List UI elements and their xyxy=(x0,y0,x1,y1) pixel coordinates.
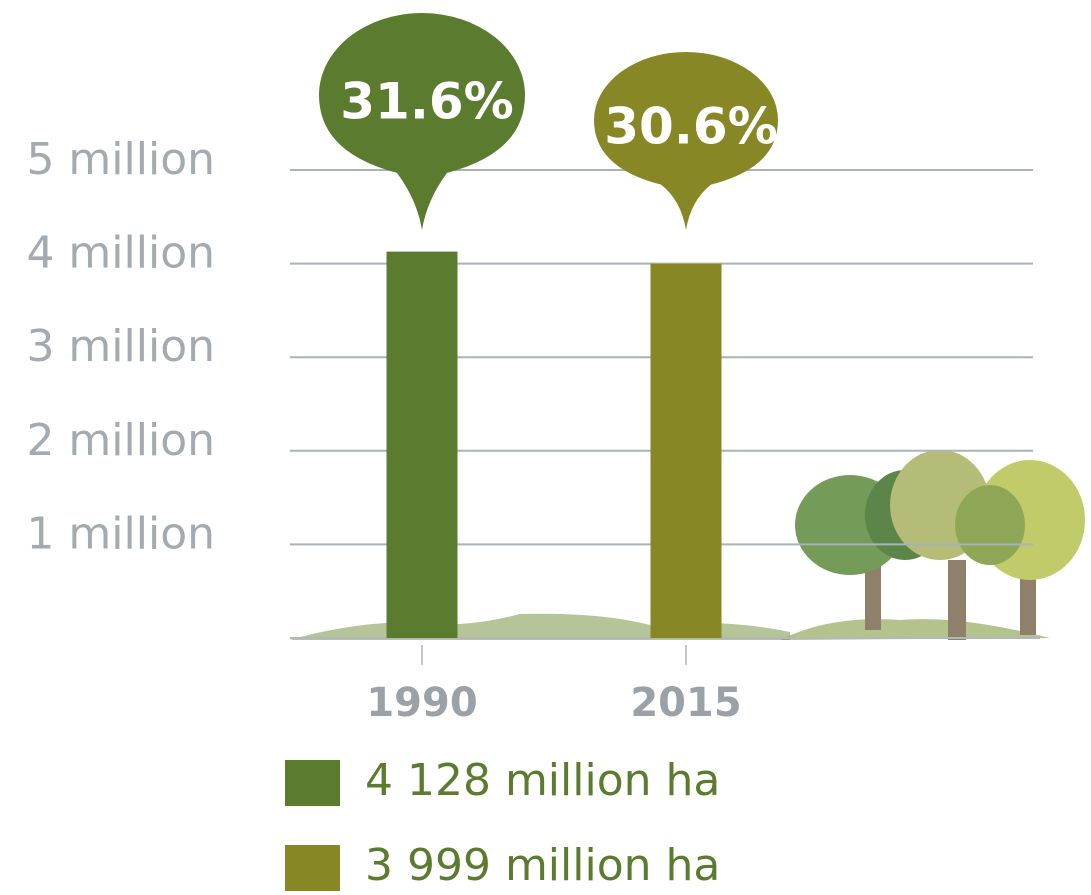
callout: 30.6% xyxy=(594,52,778,230)
legend-swatch xyxy=(285,760,340,806)
y-tick-label: 3 million xyxy=(26,321,215,372)
x-tick-label: 1990 xyxy=(366,680,477,726)
y-tick-label: 5 million xyxy=(26,134,215,185)
bar xyxy=(650,263,722,638)
legend-label: 3 999 million ha xyxy=(365,840,720,891)
y-tick-label: 1 million xyxy=(26,508,215,559)
legend-label: 4 128 million ha xyxy=(365,755,720,806)
callout-bubble xyxy=(319,13,525,230)
callout-bubble xyxy=(594,52,778,230)
y-tick-label: 4 million xyxy=(26,228,215,279)
bar xyxy=(386,251,458,638)
x-tick-label: 2015 xyxy=(630,680,741,726)
callout: 31.6% xyxy=(319,13,525,230)
callout-label: 31.6% xyxy=(340,73,513,131)
legend-swatch xyxy=(285,845,340,891)
callout-label: 30.6% xyxy=(604,98,777,156)
y-tick-label: 2 million xyxy=(26,415,215,466)
